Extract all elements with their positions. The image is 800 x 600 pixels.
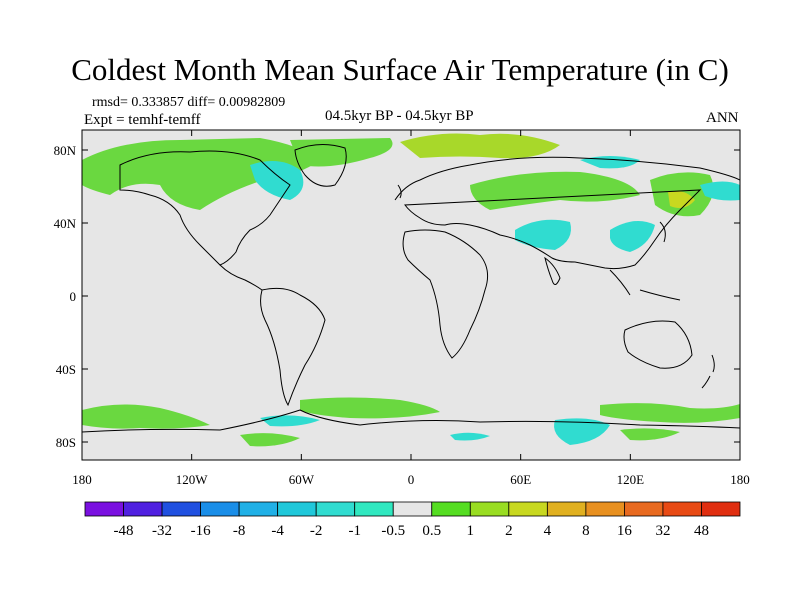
coastlines <box>82 144 740 433</box>
lat-label: 80S <box>56 435 76 450</box>
british-isles-coast <box>397 184 402 199</box>
antarctica-coast <box>82 409 740 433</box>
lon-label: 180 <box>730 472 750 487</box>
lat-label: 40S <box>56 362 76 377</box>
colorbar-swatch <box>123 501 163 517</box>
new-zealand-coast <box>701 354 715 389</box>
lat-label: 80N <box>54 143 77 158</box>
rmsd-diff-text: rmsd= 0.333857 diff= 0.00982809 <box>92 95 286 110</box>
colorbar-label: 4 <box>544 523 552 539</box>
south-america-coast <box>260 287 326 407</box>
greenland-coast <box>294 144 347 187</box>
lon-label: 60W <box>289 472 315 487</box>
colorbar-label: 2 <box>505 523 513 539</box>
africa-coast <box>402 229 489 359</box>
lon-label: 60E <box>510 472 531 487</box>
colorbar-label: -1 <box>348 523 361 539</box>
southeast-asia-coast <box>609 269 681 301</box>
colorbar-label: -48 <box>114 523 134 539</box>
eurasia-coast <box>394 156 740 270</box>
colorbar-label: -4 <box>271 523 284 539</box>
colorbar-swatch <box>277 501 317 517</box>
colorbar-swatch <box>662 501 702 517</box>
lon-label: 120E <box>617 472 645 487</box>
colorbar-label: 8 <box>582 523 590 539</box>
colorbar-label: -2 <box>310 523 323 539</box>
map-field <box>82 130 740 460</box>
lat-label: 40N <box>54 216 77 231</box>
lon-label: 120W <box>176 472 209 487</box>
colorbar-swatch <box>508 501 548 517</box>
positive-anomaly-regions <box>82 133 740 447</box>
experiment-label: Expt = temhf-temff <box>84 112 201 128</box>
lon-label: 0 <box>408 472 415 487</box>
north-america-coast <box>119 150 291 266</box>
colorbar-label: 16 <box>617 523 633 539</box>
colorbar-label: 32 <box>655 523 670 539</box>
colorbar-swatch <box>431 501 471 517</box>
colorbar-swatch <box>84 501 124 517</box>
australia-coast <box>623 320 693 369</box>
colorbar-swatch <box>200 501 240 517</box>
colorbar-label: -8 <box>233 523 246 539</box>
colorbar-label: -16 <box>191 523 211 539</box>
colorbar-swatch <box>315 501 356 517</box>
colorbar-label: 0.5 <box>422 523 441 539</box>
negative-anomaly-regions <box>250 156 740 445</box>
colorbar-swatch <box>701 501 741 517</box>
colorbar-swatch <box>392 501 433 517</box>
latitude-axis: 80N 40N 0 40S 80S <box>54 143 740 450</box>
colorbar-swatch <box>354 501 394 517</box>
colorbar-swatch <box>161 501 201 517</box>
longitude-axis: 180 120W 60W 0 60E 120E 180 <box>72 130 750 487</box>
central-america-coast <box>219 264 263 291</box>
colorbar-label: 1 <box>467 523 475 539</box>
colorbar-label: -32 <box>152 523 172 539</box>
colorbar-swatch <box>469 501 510 517</box>
lat-label: 0 <box>70 289 77 304</box>
colorbar: -48 -32 -16 -8 -4 -2 -1 -0.5 0.5 1 2 4 8 16 32 48 <box>84 501 741 539</box>
japan-coast <box>659 221 666 243</box>
colorbar-swatch <box>238 501 279 517</box>
colorbar-swatch <box>624 501 664 517</box>
map-title: Coldest Month Mean Surface Air Temperatu… <box>71 52 729 87</box>
season-label: ANN <box>706 110 739 126</box>
india-coast <box>544 256 561 285</box>
colorbar-swatch <box>585 501 625 517</box>
colorbar-label: -0.5 <box>381 523 405 539</box>
lon-label: 180 <box>72 472 92 487</box>
colorbar-label: 48 <box>694 523 709 539</box>
colorbar-swatch <box>546 501 587 517</box>
period-label: 04.5kyr BP - 04.5kyr BP <box>325 108 474 124</box>
